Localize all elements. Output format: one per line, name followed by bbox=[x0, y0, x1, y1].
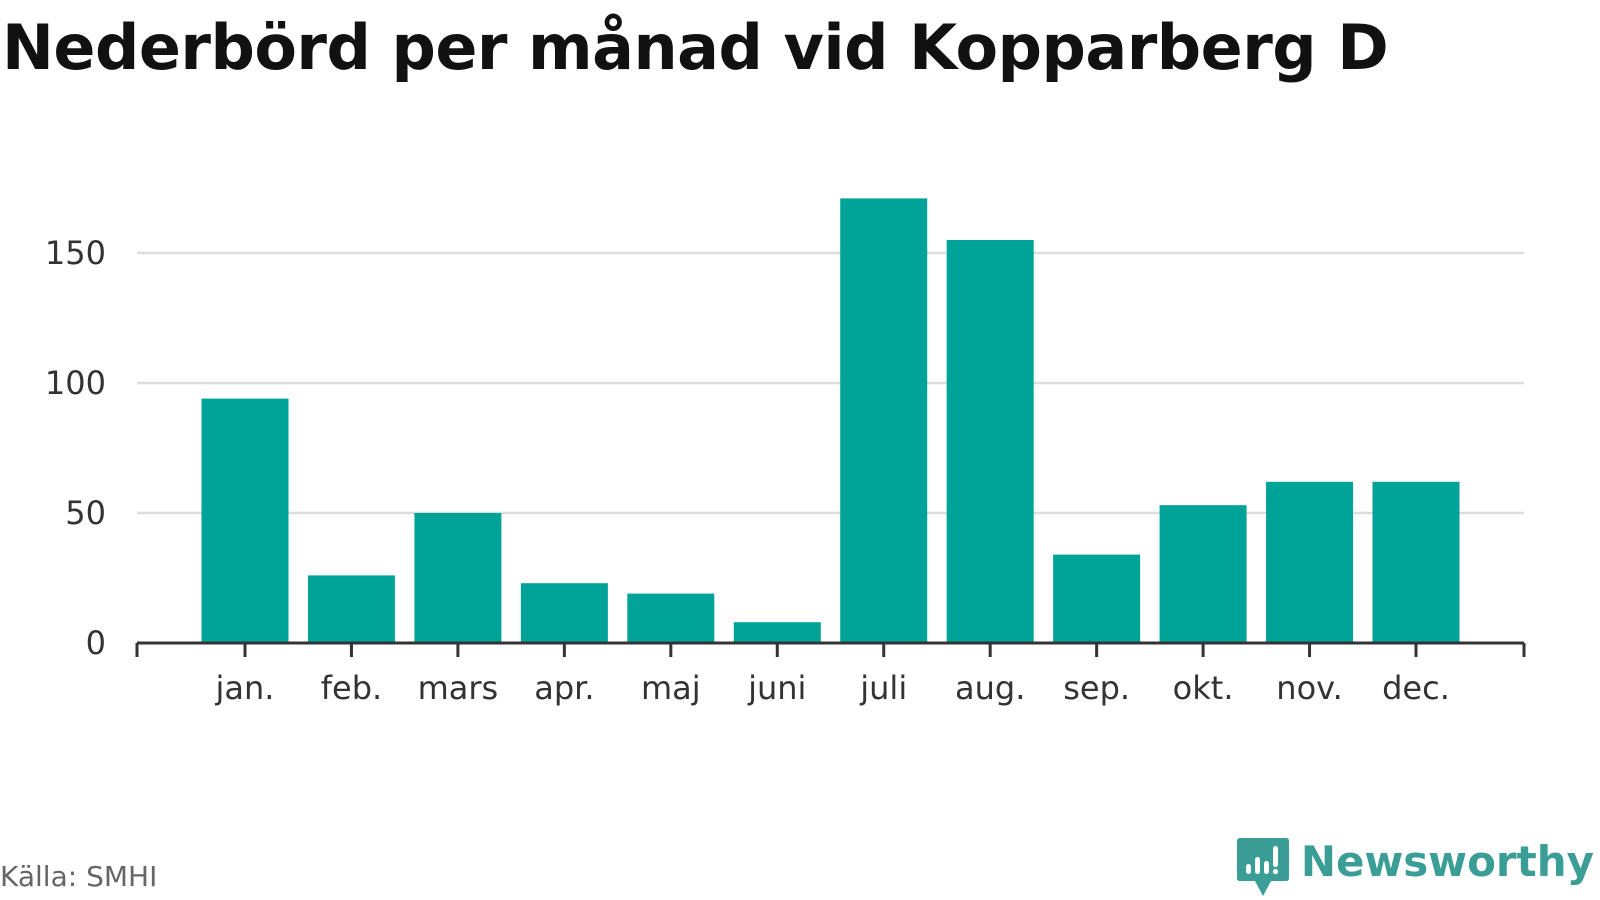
x-tick-label: maj bbox=[641, 669, 701, 707]
bar-dec bbox=[1372, 481, 1460, 643]
y-tick-label: 0 bbox=[86, 624, 106, 662]
brand-name: Newsworthy bbox=[1300, 837, 1594, 886]
brand: Newsworthy bbox=[1236, 837, 1594, 898]
x-tick-label: juli bbox=[859, 669, 907, 707]
bar-feb bbox=[307, 575, 395, 643]
y-tick-label: 50 bbox=[65, 494, 106, 532]
bars bbox=[201, 198, 1460, 643]
y-axis-tick-labels: 0 50 100 150 bbox=[45, 234, 106, 662]
x-axis-tick-labels: jan. feb. mars apr. maj juni juli aug. sep. okt. n… bbox=[215, 669, 1450, 707]
y-tick-label: 150 bbox=[45, 234, 106, 272]
newsworthy-logo-icon bbox=[1236, 838, 1289, 896]
bar-apr bbox=[520, 583, 608, 643]
bar-mars bbox=[414, 513, 502, 643]
x-tick-label: aug. bbox=[955, 669, 1025, 707]
bar-maj bbox=[627, 593, 715, 643]
x-tick-label: juni bbox=[747, 669, 806, 707]
x-tick-label: feb. bbox=[321, 669, 382, 707]
x-tick-label: okt. bbox=[1173, 669, 1234, 707]
x-tick-label: sep. bbox=[1063, 669, 1130, 707]
axes bbox=[135, 641, 1526, 657]
bar-juni bbox=[733, 622, 821, 643]
bar-nov bbox=[1266, 481, 1354, 643]
chart-title: Nederbörd per månad vid Kopparberg D bbox=[2, 11, 1389, 84]
y-tick-label: 100 bbox=[45, 364, 106, 402]
bar-juli bbox=[840, 198, 928, 643]
gridlines bbox=[137, 251, 1524, 515]
x-tick-label: nov. bbox=[1276, 669, 1342, 707]
x-tick-label: jan. bbox=[215, 669, 275, 707]
bar-aug bbox=[946, 240, 1034, 643]
source-note: Källa: SMHI bbox=[0, 860, 158, 893]
bar-okt bbox=[1159, 505, 1247, 643]
x-tick-label: dec. bbox=[1382, 669, 1450, 707]
x-tick-label: mars bbox=[418, 669, 499, 707]
bar-jan bbox=[201, 398, 289, 643]
x-tick-label: apr. bbox=[534, 669, 594, 707]
bar-sep bbox=[1053, 554, 1141, 643]
